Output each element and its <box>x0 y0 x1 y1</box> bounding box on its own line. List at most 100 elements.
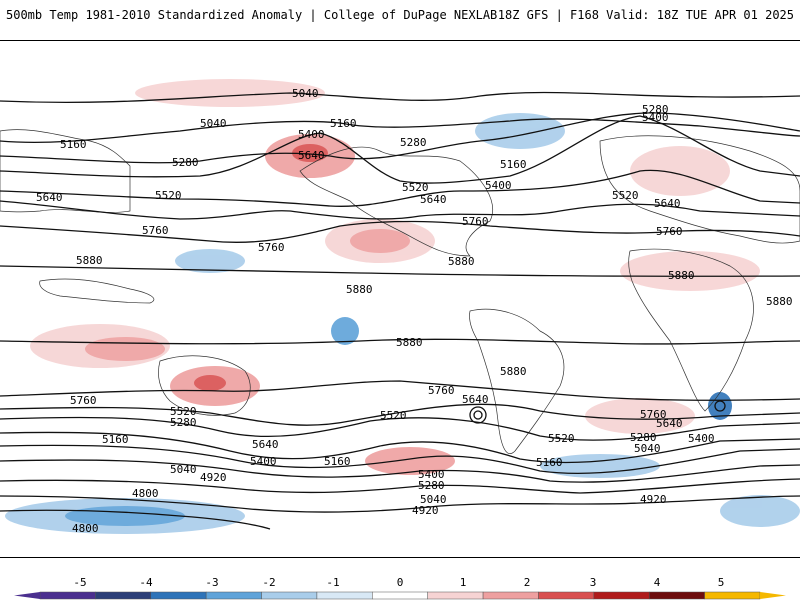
contour-label: 5160 <box>330 117 357 130</box>
contour-label: 5880 <box>346 283 373 296</box>
warm-anomaly <box>194 375 226 391</box>
colorbar-max-arrow <box>760 592 786 599</box>
colorbar-tick: 2 <box>523 576 531 589</box>
contour-label: 5040 <box>170 463 197 476</box>
anomaly-colorbar <box>0 560 800 600</box>
contour-label: 5760 <box>142 224 169 237</box>
contour-label: 5520 <box>170 405 197 418</box>
contour-label: 5880 <box>668 269 695 282</box>
cold-anomaly <box>175 249 245 273</box>
contour-label: 5400 <box>250 455 277 468</box>
colorbar-swatch <box>261 591 318 600</box>
contour-label: 5280 <box>630 431 657 444</box>
contour-label: 5160 <box>324 455 351 468</box>
height-contours <box>0 91 800 530</box>
contour-label: 4800 <box>132 487 159 500</box>
contour-label: 5640 <box>656 417 683 430</box>
colorbar-tick: 1 <box>459 576 467 589</box>
warm-anomaly <box>630 146 730 196</box>
contour-label: 5880 <box>396 336 423 349</box>
contour-5040-s <box>0 478 800 494</box>
contour-5880-s <box>0 338 800 345</box>
contour-label: 5760 <box>258 241 285 254</box>
colorbar-tick: -4 <box>139 576 153 589</box>
colorbar-tick: 3 <box>589 576 597 589</box>
contour-label: 5760 <box>70 394 97 407</box>
contour-label: 5400 <box>688 432 715 445</box>
contour-label: 5640 <box>36 191 63 204</box>
coastlines <box>0 129 800 454</box>
closed-contour <box>714 400 726 412</box>
contour-label: 5400 <box>642 111 669 124</box>
contour-label: 4920 <box>200 471 227 484</box>
contour-4800-s <box>0 509 271 530</box>
contour-label: 5040 <box>634 442 661 455</box>
cold-anomaly <box>540 454 660 478</box>
anomaly-map[interactable]: 5040 5040 5160 5160 5400 5640 5280 5280 … <box>0 40 800 558</box>
colorbar-swatch <box>704 591 761 600</box>
colorbar-swatch <box>538 591 595 600</box>
colorbar-tick: -3 <box>205 576 219 589</box>
eurasia-coast <box>599 135 800 244</box>
contour-label: 5520 <box>380 409 407 422</box>
contour-5760 <box>0 220 800 243</box>
colorbar-swatch <box>39 591 96 600</box>
contour-5880 <box>0 265 800 277</box>
colorbar-swatch <box>95 591 152 600</box>
colorbar-swatches <box>14 591 786 600</box>
cold-anomaly <box>331 317 359 345</box>
contour-5640 <box>0 200 800 220</box>
north-america-coast <box>299 146 493 257</box>
contour-label: 5760 <box>640 408 667 421</box>
contour-label: 4920 <box>412 504 439 517</box>
contour-4920-s <box>0 495 800 513</box>
warm-anomaly <box>135 79 325 107</box>
colorbar-swatch <box>316 591 373 600</box>
contour-label: 5880 <box>448 255 475 268</box>
contour-label: 5280 <box>400 136 427 149</box>
colorbar-tick: -1 <box>326 576 340 589</box>
colorbar-tick: 0 <box>396 576 404 589</box>
contour-label: 5520 <box>612 189 639 202</box>
contour-5760-s <box>0 380 800 401</box>
contour-label: 5880 <box>766 295 793 308</box>
colorbar-swatch <box>427 591 484 600</box>
map-canvas: 5040 5040 5160 5160 5400 5640 5280 5280 … <box>0 79 800 535</box>
contour-label: 5160 <box>102 433 129 446</box>
contour-5520-s <box>0 416 800 441</box>
contour-label: 5040 <box>420 493 447 506</box>
contour-label: 5280 <box>418 479 445 492</box>
contour-label: 5520 <box>402 181 429 194</box>
contour-label: 4920 <box>640 493 667 506</box>
warm-anomaly <box>365 447 455 475</box>
contour-5160 <box>0 118 800 143</box>
cold-anomaly <box>720 495 800 527</box>
contour-label: 5640 <box>420 193 447 206</box>
contour-label: 5880 <box>76 254 103 267</box>
contour-5640-s <box>0 403 800 426</box>
warm-anomaly <box>350 229 410 253</box>
colorbar-swatch <box>205 591 262 600</box>
contour-5520 <box>0 169 800 207</box>
contour-label: 5760 <box>656 225 683 238</box>
cold-anomaly <box>708 392 732 420</box>
contour-5400-s <box>0 431 800 464</box>
colorbar-tick: -5 <box>73 576 87 589</box>
contour-5160-s <box>0 459 800 483</box>
contour-label: 5640 <box>298 149 325 162</box>
contour-label: 5160 <box>500 158 527 171</box>
colorbar-swatch <box>648 591 705 600</box>
colorbar-tick: -2 <box>262 576 276 589</box>
contour-5040 <box>0 91 800 104</box>
contour-label: 5280 <box>172 156 199 169</box>
closed-contour <box>473 410 483 420</box>
warm-anomaly <box>585 398 695 434</box>
australia-coast <box>158 355 251 416</box>
closed-contour <box>469 406 487 424</box>
contour-label: 5760 <box>428 384 455 397</box>
contour-label: 5520 <box>548 432 575 445</box>
contour-label: 5400 <box>485 179 512 192</box>
colorbar-tick: 4 <box>653 576 661 589</box>
contour-5400 <box>0 115 800 184</box>
contour-label: 5280 <box>170 416 197 429</box>
